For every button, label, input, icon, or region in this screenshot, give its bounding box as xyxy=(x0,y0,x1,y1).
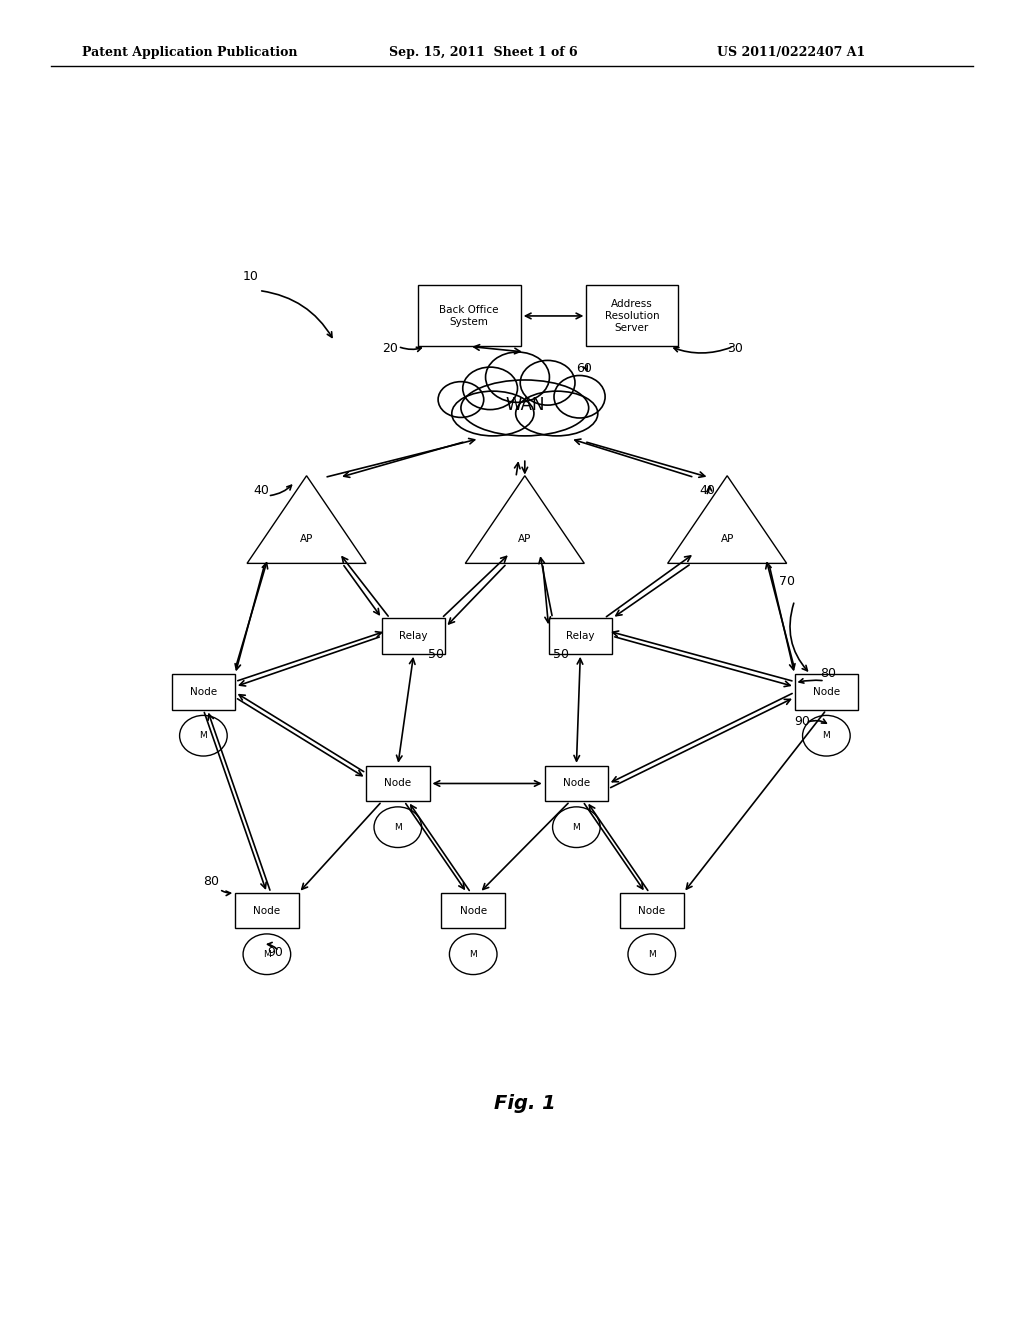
Text: 60: 60 xyxy=(577,362,592,375)
Ellipse shape xyxy=(554,375,605,418)
Text: 70: 70 xyxy=(778,576,795,589)
Text: Node: Node xyxy=(189,686,217,697)
Ellipse shape xyxy=(553,807,600,847)
Text: 10: 10 xyxy=(243,271,259,284)
Text: Node: Node xyxy=(813,686,840,697)
Text: 80: 80 xyxy=(820,667,836,680)
Ellipse shape xyxy=(452,391,534,436)
Text: Sep. 15, 2011  Sheet 1 of 6: Sep. 15, 2011 Sheet 1 of 6 xyxy=(389,46,578,59)
Text: M: M xyxy=(200,731,207,741)
Text: 90: 90 xyxy=(795,714,811,727)
FancyBboxPatch shape xyxy=(545,766,608,801)
Text: M: M xyxy=(469,950,477,958)
Text: 40: 40 xyxy=(253,484,269,496)
Ellipse shape xyxy=(628,935,676,974)
Text: 50: 50 xyxy=(428,648,444,661)
Text: Address
Resolution
Server: Address Resolution Server xyxy=(604,298,659,334)
Text: Node: Node xyxy=(460,906,486,916)
FancyBboxPatch shape xyxy=(418,285,521,346)
FancyBboxPatch shape xyxy=(795,675,858,710)
Text: Node: Node xyxy=(638,906,666,916)
Ellipse shape xyxy=(450,935,497,974)
Text: 20: 20 xyxy=(382,342,398,355)
FancyBboxPatch shape xyxy=(620,892,684,928)
Polygon shape xyxy=(465,475,585,564)
Text: US 2011/0222407 A1: US 2011/0222407 A1 xyxy=(717,46,865,59)
Text: M: M xyxy=(822,731,830,741)
Ellipse shape xyxy=(516,391,598,436)
Text: M: M xyxy=(572,822,581,832)
FancyBboxPatch shape xyxy=(172,675,236,710)
Ellipse shape xyxy=(461,380,589,436)
Text: Node: Node xyxy=(384,779,412,788)
FancyBboxPatch shape xyxy=(587,285,678,346)
Ellipse shape xyxy=(243,935,291,974)
Ellipse shape xyxy=(179,715,227,756)
Text: AP: AP xyxy=(518,533,531,544)
FancyBboxPatch shape xyxy=(549,618,612,653)
Polygon shape xyxy=(247,475,367,564)
Text: Back Office
System: Back Office System xyxy=(439,305,499,327)
FancyBboxPatch shape xyxy=(236,892,299,928)
Text: WAN: WAN xyxy=(505,396,545,414)
FancyBboxPatch shape xyxy=(382,618,445,653)
Polygon shape xyxy=(668,475,786,564)
Text: 50: 50 xyxy=(553,648,568,661)
Text: Relay: Relay xyxy=(399,631,428,642)
Text: 40: 40 xyxy=(699,484,716,496)
Text: Patent Application Publication: Patent Application Publication xyxy=(82,46,297,59)
Ellipse shape xyxy=(520,360,575,405)
Ellipse shape xyxy=(463,367,517,409)
FancyBboxPatch shape xyxy=(367,766,430,801)
Text: M: M xyxy=(263,950,270,958)
Text: M: M xyxy=(648,950,655,958)
FancyBboxPatch shape xyxy=(441,892,505,928)
Text: 30: 30 xyxy=(727,342,743,355)
Ellipse shape xyxy=(438,381,483,417)
Ellipse shape xyxy=(485,352,550,403)
Text: Relay: Relay xyxy=(566,631,595,642)
Text: Node: Node xyxy=(563,779,590,788)
Ellipse shape xyxy=(374,807,422,847)
Text: AP: AP xyxy=(721,533,734,544)
Text: 80: 80 xyxy=(204,875,219,888)
Text: 90: 90 xyxy=(267,946,283,960)
Ellipse shape xyxy=(803,715,850,756)
Text: Node: Node xyxy=(253,906,281,916)
Text: M: M xyxy=(394,822,401,832)
Text: AP: AP xyxy=(300,533,313,544)
Text: Fig. 1: Fig. 1 xyxy=(494,1094,556,1113)
